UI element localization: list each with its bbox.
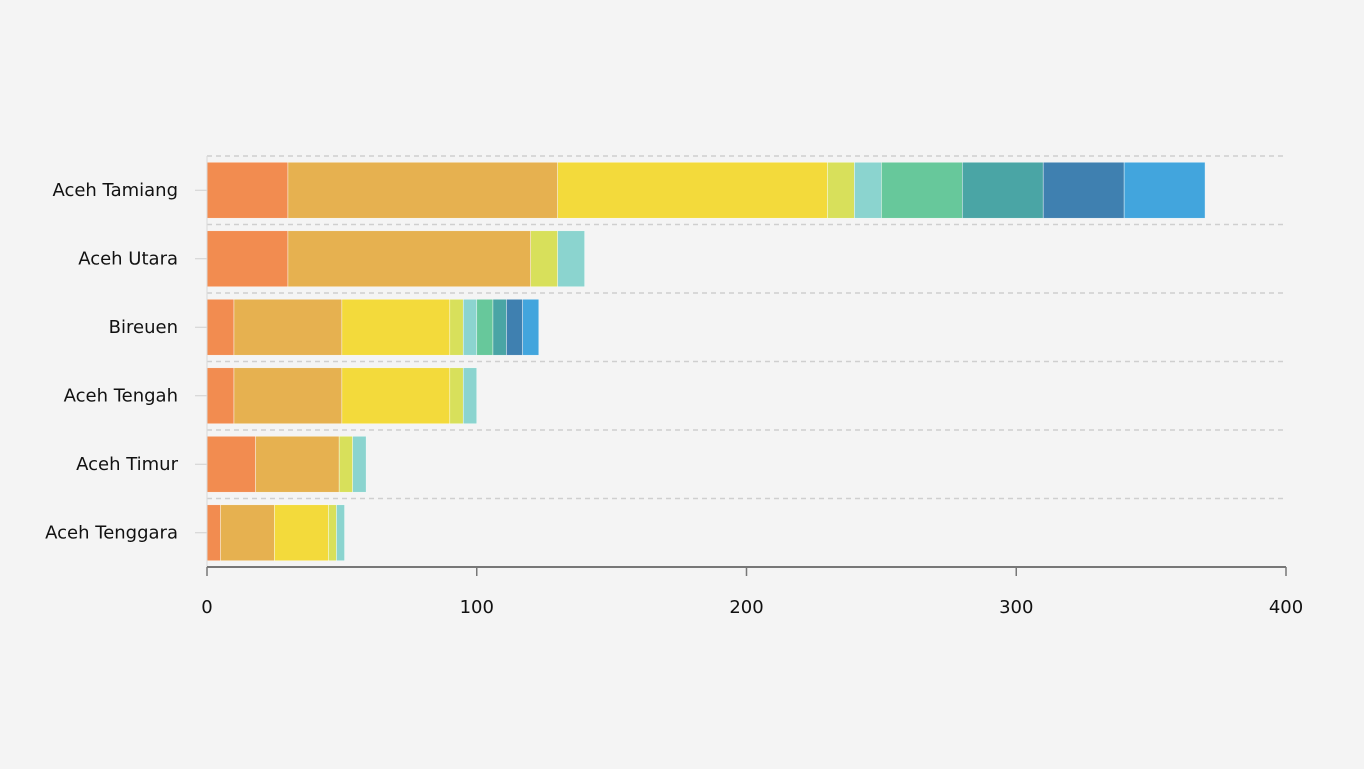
x-tick-label: 0 xyxy=(201,597,212,618)
bar-segment[interactable] xyxy=(462,298,478,356)
axis-layer: Aceh Tamiang Aceh Utara Bireuen Aceh Tengah… xyxy=(45,156,1303,618)
bar-segment[interactable] xyxy=(961,161,1044,219)
bar-segment[interactable] xyxy=(220,504,275,562)
bar-segment[interactable] xyxy=(530,230,558,288)
y-tick-label: Aceh Utara xyxy=(78,248,178,269)
bar-segment[interactable] xyxy=(255,435,340,493)
bar-segment[interactable] xyxy=(336,504,345,562)
y-tick-label: Aceh Tamiang xyxy=(52,180,178,201)
bar-segment[interactable] xyxy=(449,298,464,356)
bar-segment[interactable] xyxy=(341,298,451,356)
x-tick-label: 200 xyxy=(729,597,763,618)
y-tick-label: Aceh Tenggara xyxy=(45,522,178,543)
bar-segment[interactable] xyxy=(352,435,367,493)
x-tick-label: 100 xyxy=(460,597,494,618)
x-tick-label: 300 xyxy=(999,597,1033,618)
bar-segment[interactable] xyxy=(328,504,337,562)
bar-segment[interactable] xyxy=(506,298,523,356)
bar-segment[interactable] xyxy=(827,161,855,219)
bar-segment[interactable] xyxy=(1123,161,1206,219)
bar-segment[interactable] xyxy=(476,298,494,356)
y-tick-label: Aceh Tengah xyxy=(64,385,178,406)
bar-segment[interactable] xyxy=(287,230,531,288)
bar-segment[interactable] xyxy=(206,230,289,288)
y-tick-label: Bireuen xyxy=(109,317,178,338)
bar-segment[interactable] xyxy=(206,298,235,356)
bar-segment[interactable] xyxy=(338,435,353,493)
bar-segment[interactable] xyxy=(557,230,585,288)
bar-segment[interactable] xyxy=(492,298,507,356)
bar-segment[interactable] xyxy=(881,161,963,219)
bar-segment[interactable] xyxy=(233,367,343,425)
bar-segment[interactable] xyxy=(287,161,558,219)
bar-segment[interactable] xyxy=(1042,161,1125,219)
bar-segment[interactable] xyxy=(462,367,478,425)
bar-segment[interactable] xyxy=(206,504,221,562)
bar-segment[interactable] xyxy=(233,298,343,356)
bar-segment[interactable] xyxy=(449,367,464,425)
x-tick-label: 400 xyxy=(1269,597,1303,618)
bar-segment[interactable] xyxy=(557,161,828,219)
bar-segment[interactable] xyxy=(206,367,235,425)
bar-segment[interactable] xyxy=(206,161,289,219)
bar-segment[interactable] xyxy=(522,298,540,356)
bars-layer xyxy=(206,161,1206,562)
bar-segment[interactable] xyxy=(341,367,451,425)
bar-segment[interactable] xyxy=(854,161,882,219)
bar-segment[interactable] xyxy=(274,504,329,562)
y-tick-label: Aceh Timur xyxy=(76,454,178,475)
bar-segment[interactable] xyxy=(206,435,256,493)
